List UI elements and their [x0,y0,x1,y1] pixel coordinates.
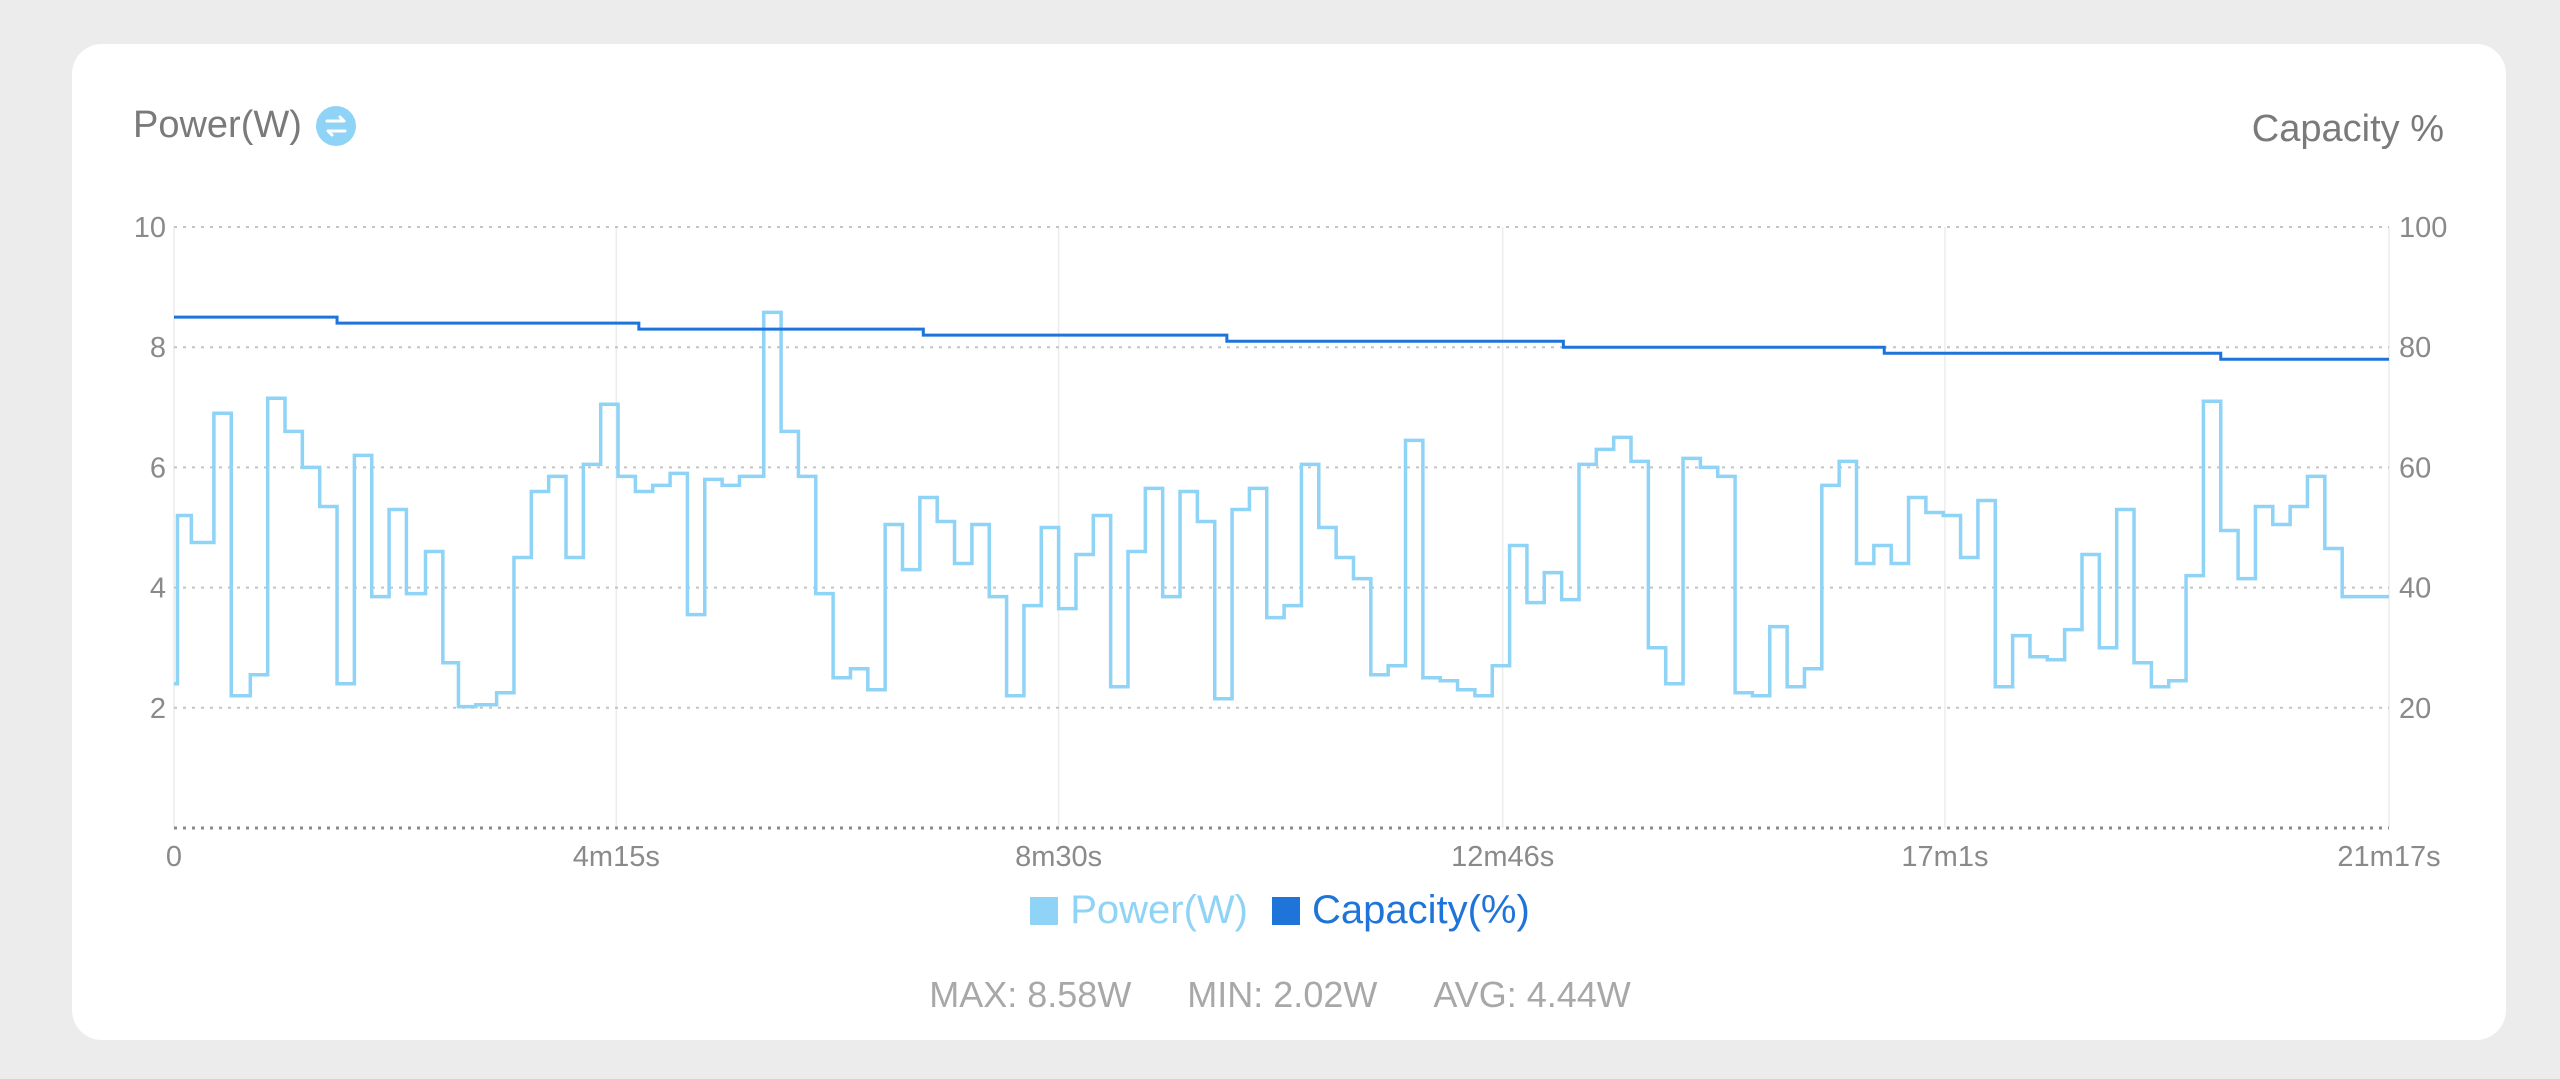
chart-card [72,44,2506,1040]
x-tick-label: 4m15s [573,841,660,873]
legend-item-power[interactable]: Power(W) [1030,888,1248,933]
y-right-tick-label: 80 [2399,332,2431,364]
y-left-tick-label: 10 [134,212,166,244]
legend-item-capacity[interactable]: Capacity(%) [1271,888,1530,933]
capacity-axis-title: Capacity % [2251,108,2444,150]
y-right-tick-label: 100 [2399,212,2447,244]
y-left-tick-label: 6 [150,452,166,484]
stat-avg: AVG: 4.44W [1433,974,1631,1015]
x-tick-label: 17m1s [1901,841,1988,873]
x-tick-label: 21m17s [2337,841,2440,873]
legend-label-power: Power(W) [1070,888,1248,932]
y-right-tick-label: 60 [2399,452,2431,484]
capacity-series-line [174,315,2389,361]
stat-max: MAX: 8.58W [929,974,1132,1015]
legend-swatch-power [1030,896,1059,925]
chart-legend: Power(W) Capacity(%) [0,888,2560,933]
x-tick-label: 8m30s [1015,841,1102,873]
stat-min: MIN: 2.02W [1187,974,1378,1015]
y-left-tick-label: 8 [150,332,166,364]
power-axis-title: Power(W) [133,104,356,147]
y-left-tick-label: 2 [150,693,166,725]
x-tick-label: 0 [166,841,182,873]
power-axis-title-text: Power(W) [133,104,302,146]
legend-label-capacity: Capacity(%) [1311,888,1530,932]
y-left-tick-label: 4 [150,573,166,605]
y-right-tick-label: 40 [2399,573,2431,605]
power-series-line [174,310,2389,709]
legend-swatch-capacity [1271,896,1300,925]
swap-arrows-icon[interactable] [315,105,356,146]
y-right-tick-label: 20 [2399,693,2431,725]
power-stats: MAX: 8.58W MIN: 2.02W AVG: 4.44W [0,974,2560,1016]
x-tick-label: 12m46s [1451,841,1554,873]
